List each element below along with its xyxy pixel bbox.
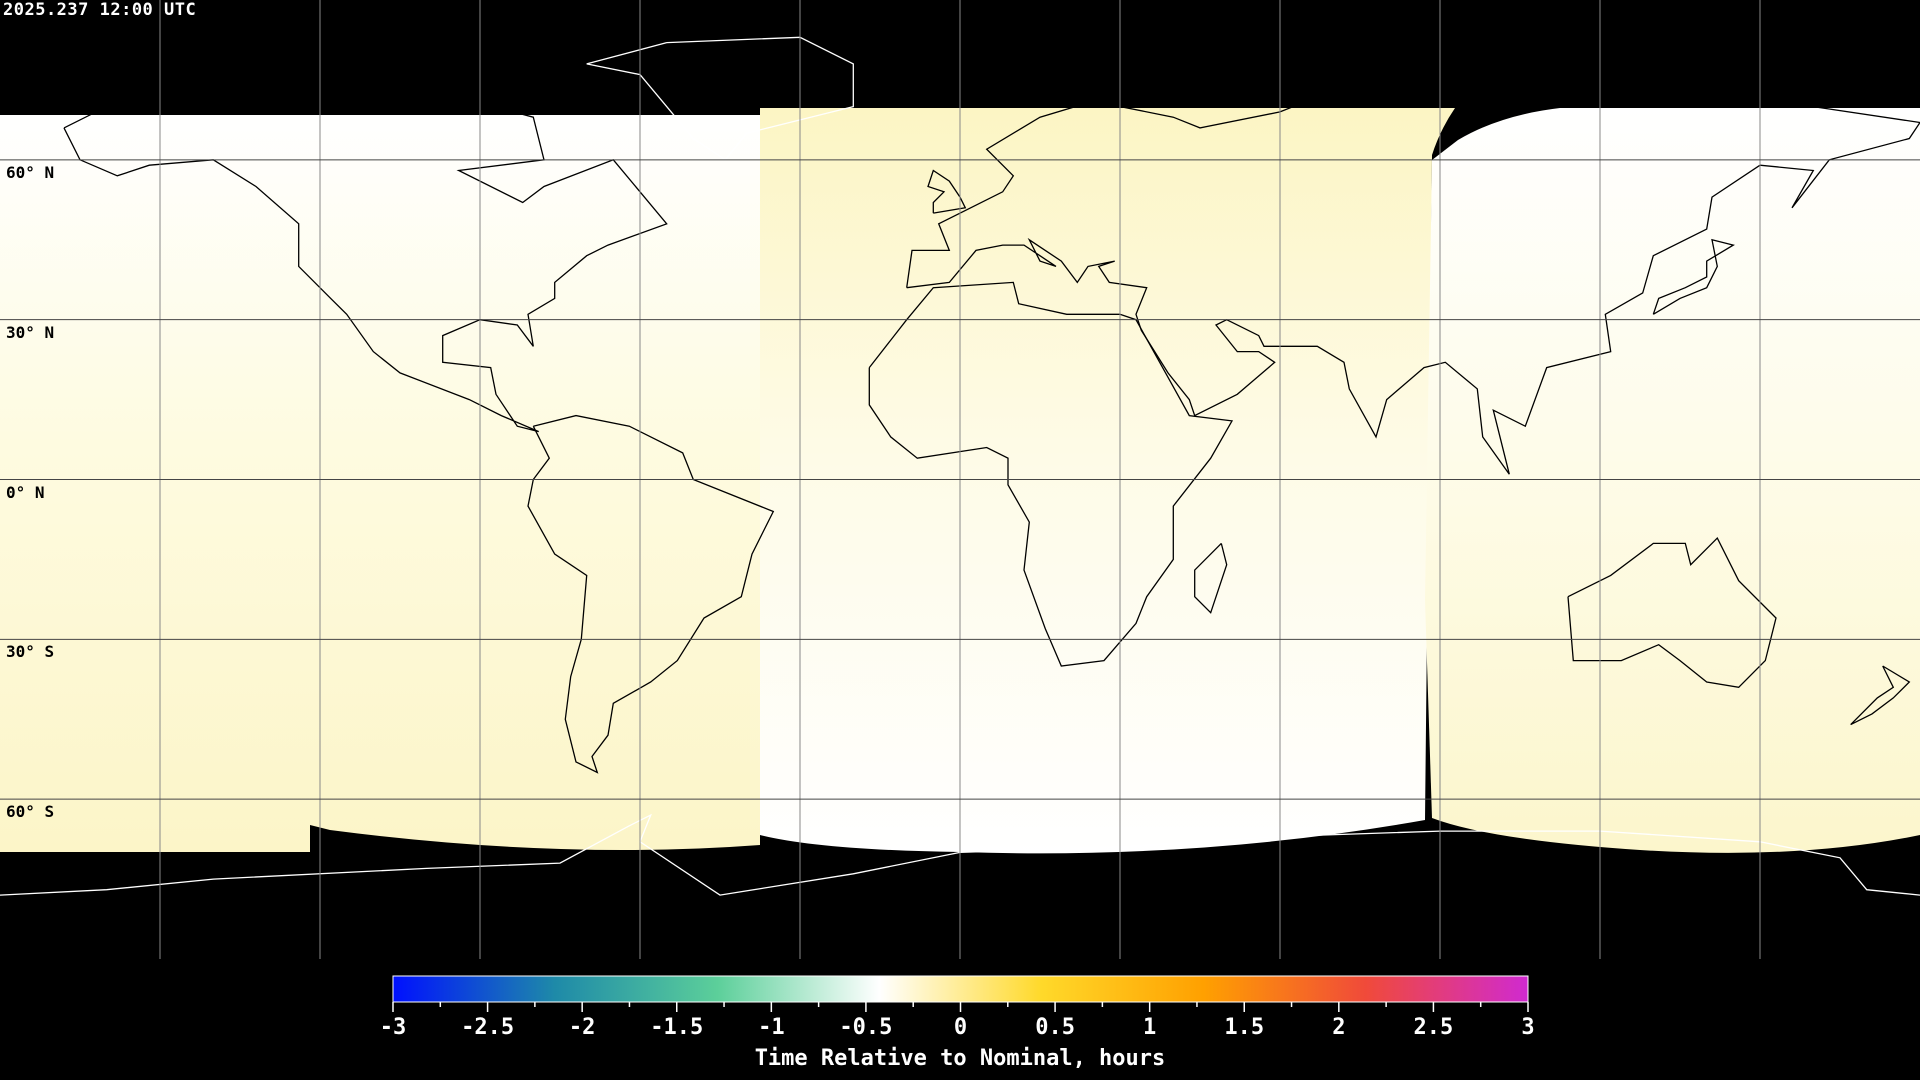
colorbar-tick-label: 0.5 xyxy=(1035,1015,1075,1040)
colorbar-tick-label: -1.5 xyxy=(650,1015,703,1040)
coastline-uk xyxy=(927,169,967,214)
colorbar-tick-label: -2.5 xyxy=(461,1015,514,1040)
latitude-label: 60° S xyxy=(6,802,55,822)
latitude-label: 30° S xyxy=(6,642,55,662)
coastline-eurasia xyxy=(906,68,1920,475)
coastline-new-zealand xyxy=(1850,665,1911,726)
latitude-label: 0° N xyxy=(6,482,45,502)
colorbar-tick-label: 2 xyxy=(1332,1015,1345,1040)
coastline-madagascar xyxy=(1194,542,1228,614)
timestamp-title: 2025.237 12:00 UTC xyxy=(3,0,197,20)
coverage-region-west xyxy=(0,115,760,852)
coastline-africa xyxy=(868,281,1234,667)
coastline-japan xyxy=(1652,238,1735,315)
colorbar-tick-label: -1 xyxy=(758,1015,785,1040)
graticule xyxy=(0,0,1920,959)
colorbar-tick-label: 1.5 xyxy=(1224,1015,1264,1040)
colorbar-gradient xyxy=(392,975,1529,1003)
colorbar-tick-label: -3 xyxy=(380,1015,407,1040)
world-map xyxy=(0,0,1920,960)
latitude-label: 30° N xyxy=(6,322,55,342)
colorbar-tick-label: -2 xyxy=(569,1015,596,1040)
colorbar-tick-label: -0.5 xyxy=(839,1015,892,1040)
latitude-label: 60° N xyxy=(6,162,55,182)
coverage-region-central xyxy=(760,108,1455,854)
colorbar: -3 -2.5 -2 -1.5 -1 -0.5 0 0.5 1 1.5 2 2.5 3 xyxy=(380,975,1535,1040)
colorbar-tick-label: 2.5 xyxy=(1414,1015,1454,1040)
colorbar-tick-label: 0 xyxy=(954,1015,967,1040)
colorbar-tick-label: 3 xyxy=(1521,1015,1534,1040)
colorbar-title: Time Relative to Nominal, hours xyxy=(754,1046,1166,1071)
coverage-region-east xyxy=(1425,108,1920,853)
colorbar-tick-label: 1 xyxy=(1143,1015,1156,1040)
